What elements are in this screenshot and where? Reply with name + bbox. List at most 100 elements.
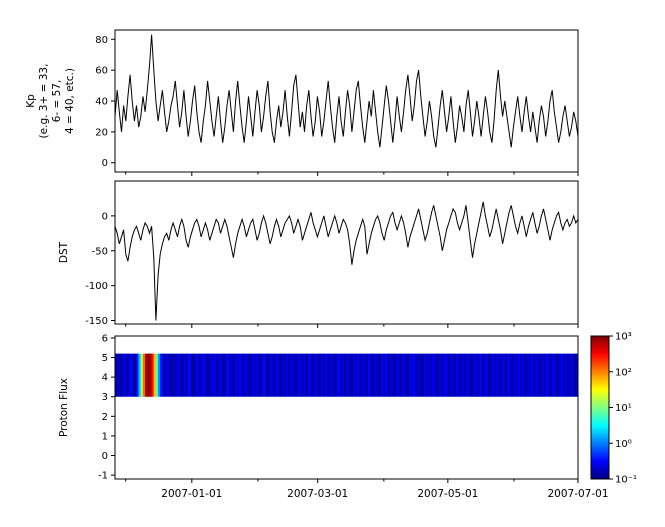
flux-column [438, 353, 442, 397]
y-tick-label: 40 [95, 97, 108, 108]
flux-column [200, 353, 204, 397]
flux-column [387, 353, 390, 397]
flux-column [277, 353, 281, 397]
flux-column [573, 353, 577, 397]
flux-column [451, 353, 455, 397]
flux-column [149, 353, 152, 397]
colorbar-tick-label: 10⁻¹ [615, 475, 637, 486]
flux-column [228, 353, 232, 397]
flux-column [455, 353, 459, 397]
x-tick-label: 2007-03-01 [287, 488, 348, 500]
flux-column [389, 353, 392, 397]
flux-column [132, 353, 135, 397]
flux-column [395, 353, 399, 397]
flux-column [432, 353, 435, 397]
flux-column [325, 353, 328, 397]
flux-column [565, 353, 568, 397]
flux-column [147, 353, 150, 397]
flux-column [500, 353, 504, 397]
flux-column [460, 353, 463, 397]
flux-column [177, 353, 180, 397]
flux-column [117, 353, 120, 397]
flux-column [284, 353, 287, 397]
y-axis-label: Proton Flux [58, 378, 70, 437]
flux-column [292, 353, 296, 397]
flux-column [318, 353, 322, 397]
flux-column [477, 353, 480, 397]
flux-column [558, 353, 562, 397]
flux-column [385, 353, 388, 397]
colorbar-tick-label: 10³ [615, 332, 632, 343]
flux-column [303, 353, 307, 397]
flux-column [475, 353, 478, 397]
flux-column [507, 353, 510, 397]
flux-column [472, 353, 476, 397]
flux-column [457, 353, 461, 397]
plot-background [115, 181, 578, 324]
y-axis-label: 6- = 57, [51, 80, 63, 123]
flux-column [153, 353, 157, 397]
flux-column [239, 353, 242, 397]
y-tick-label: 5 [102, 353, 108, 364]
flux-column [490, 353, 493, 397]
flux-column [374, 353, 377, 397]
flux-column [372, 353, 375, 397]
flux-column [436, 353, 440, 397]
flux-column [286, 353, 290, 397]
flux-column [357, 353, 360, 397]
x-tick-label: 2007-07-01 [547, 488, 608, 500]
x-axis-labels: 2007-01-01 2007-03-01 2007-05-01 2007-07-01 [161, 488, 608, 500]
y-axis-label: Kp [25, 94, 37, 108]
flux-column [382, 353, 386, 397]
y-tick-label: -1 [98, 471, 108, 482]
flux-column [355, 353, 358, 397]
flux-column [370, 353, 373, 397]
flux-column [183, 353, 187, 397]
flux-column [494, 353, 497, 397]
flux-column [391, 353, 395, 397]
flux-column [552, 353, 555, 397]
kp-index-line [114, 34, 579, 148]
flux-column [511, 353, 515, 397]
flux-column [331, 353, 335, 397]
flux-column [185, 353, 189, 397]
flux-column [136, 353, 139, 397]
flux-column [402, 353, 405, 397]
flux-column [333, 353, 337, 397]
flux-column [532, 353, 536, 397]
flux-column [520, 353, 523, 397]
flux-column [134, 353, 137, 397]
flux-column [250, 353, 253, 397]
flux-column [121, 353, 124, 397]
y-tick-label: 0 [102, 211, 108, 222]
y-tick-label: 60 [95, 66, 108, 77]
flux-column [312, 353, 315, 397]
flux-column [485, 353, 489, 397]
flux-column [265, 353, 268, 397]
flux-column [400, 353, 403, 397]
dst-index-line [114, 201, 579, 321]
y-tick-label: 3 [102, 392, 108, 403]
flux-column [215, 353, 219, 397]
flux-column [560, 353, 564, 397]
flux-column [462, 353, 465, 397]
flux-column [235, 353, 238, 397]
flux-column [190, 353, 193, 397]
flux-column [205, 353, 208, 397]
flux-column [530, 353, 534, 397]
flux-column [470, 353, 474, 397]
flux-column [269, 353, 272, 397]
flux-column [421, 353, 425, 397]
flux-column [453, 353, 457, 397]
flux-column [571, 353, 575, 397]
y-axis-label: DST [58, 241, 70, 263]
flux-column [367, 353, 371, 397]
flux-column [168, 353, 172, 397]
flux-column [545, 353, 549, 397]
flux-column [554, 353, 557, 397]
flux-column [217, 353, 221, 397]
x-tick-label: 2007-05-01 [417, 488, 478, 500]
panel-kp-index: 0 20 40 60 80 Kp (e.g. 3+ = 33, 6- = 57, 4 = 40,… [25, 29, 579, 176]
colorbar-tick-label: 10² [615, 367, 632, 378]
